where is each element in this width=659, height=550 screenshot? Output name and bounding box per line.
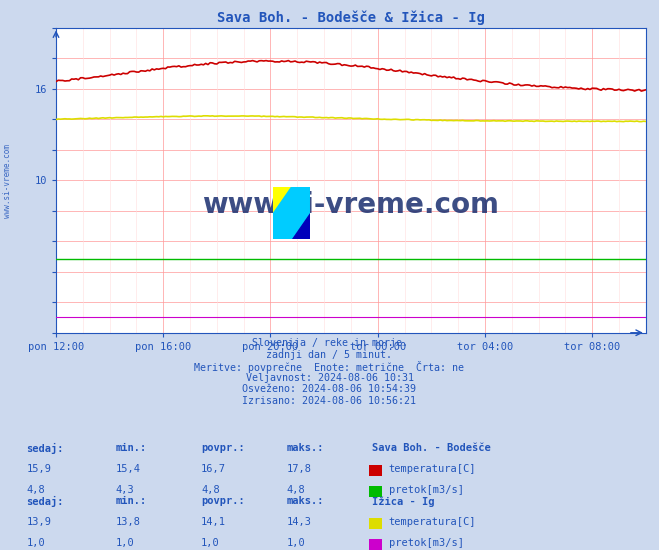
Text: 13,8: 13,8 — [115, 517, 140, 527]
Text: 1,0: 1,0 — [201, 538, 219, 548]
Text: povpr.:: povpr.: — [201, 496, 244, 506]
Polygon shape — [273, 187, 310, 239]
Text: Slovenija / reke in morje.: Slovenija / reke in morje. — [252, 338, 407, 348]
Title: Sava Boh. - Bodešče & Ižica - Ig: Sava Boh. - Bodešče & Ižica - Ig — [217, 10, 485, 25]
Polygon shape — [291, 213, 310, 239]
Text: sedaj:: sedaj: — [26, 443, 64, 454]
Text: maks.:: maks.: — [287, 443, 324, 453]
Polygon shape — [273, 187, 291, 213]
Text: 1,0: 1,0 — [26, 538, 45, 548]
Text: maks.:: maks.: — [287, 496, 324, 506]
Text: 4,8: 4,8 — [26, 485, 45, 494]
Text: min.:: min.: — [115, 443, 146, 453]
Text: povpr.:: povpr.: — [201, 443, 244, 453]
Text: www.si-vreme.com: www.si-vreme.com — [202, 190, 500, 218]
Text: pretok[m3/s]: pretok[m3/s] — [389, 538, 464, 548]
Text: Sava Boh. - Bodešče: Sava Boh. - Bodešče — [372, 443, 491, 453]
Text: pretok[m3/s]: pretok[m3/s] — [389, 485, 464, 494]
Text: 14,3: 14,3 — [287, 517, 312, 527]
Text: Meritve: povprečne  Enote: metrične  Črta: ne: Meritve: povprečne Enote: metrične Črta:… — [194, 361, 465, 373]
Text: temperatura[C]: temperatura[C] — [389, 464, 476, 474]
Text: Veljavnost: 2024-08-06 10:31: Veljavnost: 2024-08-06 10:31 — [246, 373, 413, 383]
Text: 15,9: 15,9 — [26, 464, 51, 474]
Text: 17,8: 17,8 — [287, 464, 312, 474]
Text: 1,0: 1,0 — [287, 538, 305, 548]
Text: Osveženo: 2024-08-06 10:54:39: Osveženo: 2024-08-06 10:54:39 — [243, 384, 416, 394]
Text: Ižica - Ig: Ižica - Ig — [372, 496, 435, 507]
Text: sedaj:: sedaj: — [26, 496, 64, 507]
Text: zadnji dan / 5 minut.: zadnji dan / 5 minut. — [266, 350, 393, 360]
Text: 16,7: 16,7 — [201, 464, 226, 474]
Text: 13,9: 13,9 — [26, 517, 51, 527]
Text: 4,8: 4,8 — [201, 485, 219, 494]
Text: 1,0: 1,0 — [115, 538, 134, 548]
Text: Izrisano: 2024-08-06 10:56:21: Izrisano: 2024-08-06 10:56:21 — [243, 396, 416, 406]
Text: 4,3: 4,3 — [115, 485, 134, 494]
Text: temperatura[C]: temperatura[C] — [389, 517, 476, 527]
Text: 15,4: 15,4 — [115, 464, 140, 474]
Text: 4,8: 4,8 — [287, 485, 305, 494]
Text: www.si-vreme.com: www.si-vreme.com — [3, 145, 13, 218]
Text: min.:: min.: — [115, 496, 146, 506]
Text: 14,1: 14,1 — [201, 517, 226, 527]
